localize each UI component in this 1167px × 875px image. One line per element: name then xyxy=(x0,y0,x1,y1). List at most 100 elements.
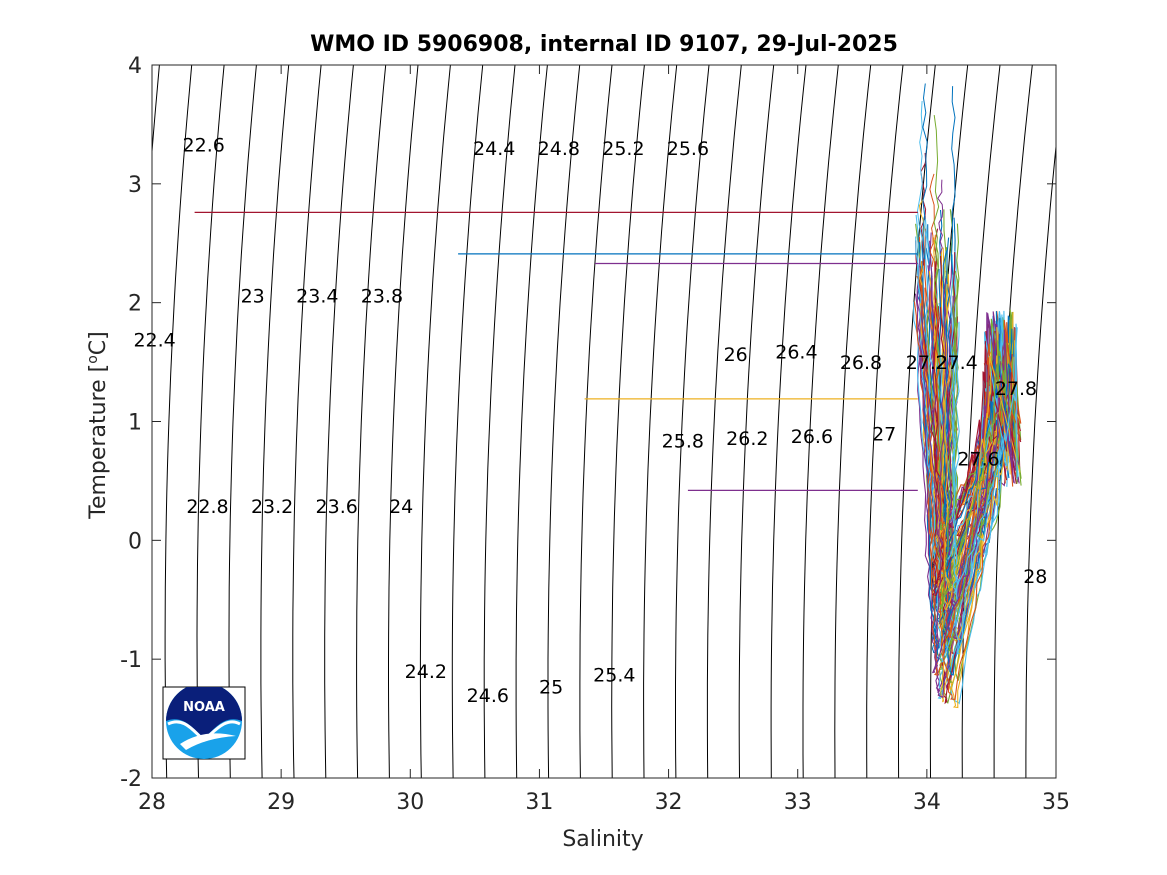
profile-line xyxy=(943,284,1021,611)
contour-label-27-6: 27.6 xyxy=(957,448,999,470)
density-contour-24-8 xyxy=(515,65,548,778)
plot-area xyxy=(152,65,1056,778)
contour-label-22-8: 22.8 xyxy=(186,496,228,518)
axis-ticks xyxy=(151,64,1057,779)
contour-label-28: 28 xyxy=(1023,566,1047,588)
density-contour-24-4 xyxy=(451,65,484,778)
profile-spike xyxy=(950,86,956,275)
density-contour-22-6 xyxy=(164,65,193,778)
density-contour-24-2 xyxy=(419,65,451,778)
contour-label-22-4: 22.4 xyxy=(133,330,175,352)
y-tick-label-4: 4 xyxy=(128,54,142,79)
contour-label-26-6: 26.6 xyxy=(791,426,833,448)
contour-label-27: 27 xyxy=(872,423,896,445)
contour-label-24-6: 24.6 xyxy=(467,685,509,707)
horizontal-segments xyxy=(194,211,918,491)
x-tick-label-31: 31 xyxy=(525,790,553,815)
y-tick-label--1: -1 xyxy=(120,648,142,673)
y-tick-label-1: 1 xyxy=(128,411,142,436)
contour-label-27-2: 27.2 xyxy=(906,352,948,374)
profile-line xyxy=(922,217,1017,663)
temperature-salinity-profiles xyxy=(913,83,1022,709)
x-tick-label-28: 28 xyxy=(138,790,166,815)
y-tick-labels: -2 -1 0 1 2 3 4 xyxy=(120,54,142,792)
contour-label-24-4: 24.4 xyxy=(473,138,515,160)
x-tick-label-33: 33 xyxy=(784,790,812,815)
contour-label-25-8: 25.8 xyxy=(662,431,704,453)
x-tick-label-35: 35 xyxy=(1042,790,1070,815)
density-contour-23-4 xyxy=(292,65,322,778)
density-contour-23-6 xyxy=(324,65,354,778)
contour-label-22-6: 22.6 xyxy=(183,135,225,157)
density-contour-26-8 xyxy=(834,65,872,778)
noaa-logo-seagull xyxy=(180,733,236,750)
contour-label-25-6: 25.6 xyxy=(667,138,709,160)
y-axis-label-main: Temperature [ xyxy=(86,364,111,520)
density-contour-24-6 xyxy=(483,65,516,778)
contour-label-24-8: 24.8 xyxy=(538,138,580,160)
density-contour-28 xyxy=(1025,141,1056,778)
density-contour-23-8 xyxy=(356,65,387,778)
x-tick-label-32: 32 xyxy=(655,790,683,815)
contour-label-26-4: 26.4 xyxy=(775,341,817,363)
y-axis-label-degree: o xyxy=(85,355,101,364)
density-contour-22-8 xyxy=(196,65,225,778)
y-tick-label-3: 3 xyxy=(128,173,142,198)
y-tick-label-0: 0 xyxy=(128,529,142,554)
contour-label-25: 25 xyxy=(539,677,563,699)
noaa-logo-text: NOAA xyxy=(183,700,225,715)
density-contour-27-6 xyxy=(961,65,1001,778)
density-contour-25-6 xyxy=(643,65,678,778)
x-axis-label: Salinity xyxy=(562,827,643,852)
profile-spike xyxy=(922,83,928,260)
noaa-logo: NOAA xyxy=(162,686,246,760)
density-contour-27 xyxy=(866,65,904,778)
density-contour-27-2 xyxy=(898,65,936,778)
profile-line xyxy=(939,278,1011,611)
x-tick-label-34: 34 xyxy=(913,790,941,815)
density-contour-23-2 xyxy=(260,65,290,778)
density-contour-24 xyxy=(388,65,419,778)
profile-line xyxy=(935,302,1018,639)
density-contour-26 xyxy=(706,65,742,778)
contour-label-24-2: 24.2 xyxy=(405,661,447,683)
contour-label-27-4: 27.4 xyxy=(935,352,977,374)
density-contour-25-4 xyxy=(611,65,645,778)
profile-line xyxy=(944,304,1015,640)
contour-label-25-4: 25.4 xyxy=(593,665,635,687)
density-contour-25 xyxy=(547,65,581,778)
contour-label-23-6: 23.6 xyxy=(316,496,358,518)
contour-label-26-8: 26.8 xyxy=(840,352,882,374)
density-contour-26-4 xyxy=(770,65,807,778)
contour-label-27-8: 27.8 xyxy=(995,378,1037,400)
profile-line xyxy=(915,236,1011,575)
y-axis-label-unit: C] xyxy=(86,331,111,355)
y-tick-label-2: 2 xyxy=(128,292,142,317)
y-tick-label--2: -2 xyxy=(120,767,142,792)
profile-line xyxy=(934,252,1008,585)
contour-label-23-4: 23.4 xyxy=(296,286,338,308)
density-contour-25-2 xyxy=(579,65,613,778)
profile-line xyxy=(931,278,1014,674)
density-contour-25-8 xyxy=(675,65,710,778)
noaa-logo-dark-top xyxy=(166,687,242,738)
x-tick-label-29: 29 xyxy=(267,790,295,815)
y-axis-label: Temperature [oC] xyxy=(85,331,111,519)
profile-spike xyxy=(937,179,944,254)
x-tick-label-30: 30 xyxy=(396,790,424,815)
density-contour-labels: 22.4 22.6 22.8 23 23.2 23.4 23.6 23.8 24 24.2 24.4… xyxy=(133,135,1047,707)
profile-line xyxy=(944,237,1007,553)
contour-label-25-2: 25.2 xyxy=(602,138,644,160)
profile-line xyxy=(921,305,1015,604)
contour-label-23: 23 xyxy=(241,286,265,308)
contour-label-23-8: 23.8 xyxy=(361,286,403,308)
profile-line xyxy=(923,228,1015,676)
density-contour-26-6 xyxy=(802,65,839,778)
contour-label-26: 26 xyxy=(724,344,748,366)
density-contour-26-2 xyxy=(738,65,775,778)
profile-line xyxy=(950,252,1018,594)
contour-label-26-2: 26.2 xyxy=(726,428,768,450)
contour-label-23-2: 23.2 xyxy=(251,496,293,518)
x-tick-labels: 28 29 30 31 32 33 34 35 xyxy=(138,790,1070,815)
